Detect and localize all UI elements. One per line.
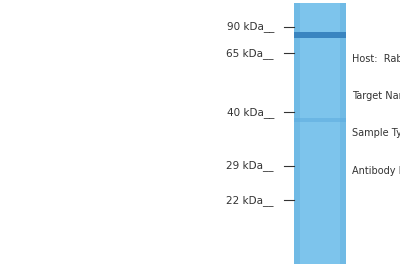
- Text: 90 kDa__: 90 kDa__: [227, 21, 274, 32]
- Bar: [294, 32, 346, 38]
- Text: 40 kDa__: 40 kDa__: [227, 107, 274, 117]
- Text: 29 kDa__: 29 kDa__: [226, 160, 274, 171]
- Text: 65 kDa__: 65 kDa__: [226, 48, 274, 59]
- Bar: [294, 3, 346, 264]
- Bar: [294, 3, 300, 264]
- Text: Antibody Dilution:  1.0μg/ml: Antibody Dilution: 1.0μg/ml: [352, 166, 400, 176]
- Bar: [340, 3, 346, 264]
- Bar: [294, 118, 346, 122]
- Text: Target Name:  PJA1: Target Name: PJA1: [352, 91, 400, 101]
- Text: 22 kDa__: 22 kDa__: [226, 195, 274, 206]
- Text: Host:  Rabbit: Host: Rabbit: [352, 54, 400, 64]
- Text: Sample Type:  293T Cell Lysate: Sample Type: 293T Cell Lysate: [352, 128, 400, 139]
